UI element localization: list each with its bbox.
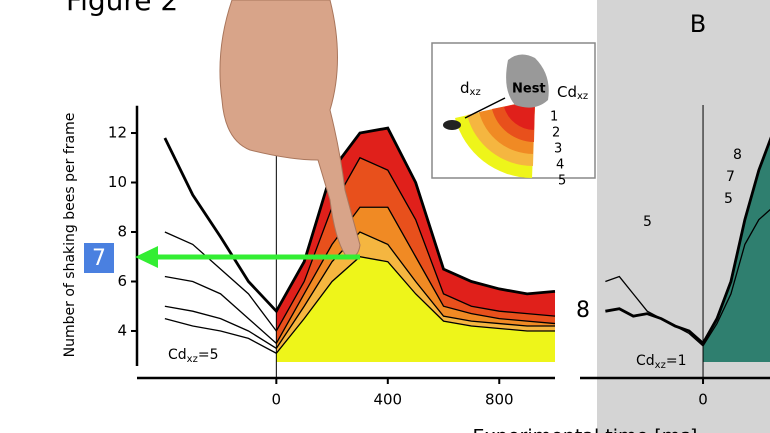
inset-distance: dxz [460,79,481,99]
inset-contact-sub: xz [577,91,588,102]
panel-b: 0 5 8 7 5 8 Cdxz=1 [576,105,770,409]
line [164,206,556,345]
annotation-rest: =1 [666,353,687,369]
figure-title: Figure 2 [66,0,178,17]
inset-distance-sub: xz [470,87,481,98]
annotation-rest: =5 [198,347,219,363]
annotation: 5 [643,214,652,230]
annotation: 8 [733,147,742,163]
x-tick-label: 0 [698,391,708,409]
inset-level: 1 [550,110,558,125]
annotation-text: Cd [636,353,655,369]
inset-contact-text: Cd [557,83,577,101]
bee [443,120,461,130]
nest [506,54,549,108]
annotation-sub: xz [187,354,198,365]
inset-nest: Nest [512,82,546,97]
inset-level: 5 [558,174,566,189]
highlight-box [84,243,114,273]
annotation-sub: xz [655,360,666,371]
inset-level: 2 [552,126,560,141]
area [703,140,770,362]
line [605,208,770,347]
annotation-text: Cd [168,347,187,363]
x-tick-label: 0 [272,391,282,409]
inset-level: 4 [556,158,564,173]
line [605,136,770,346]
y-axis-label: Number of shaking bees per frame [62,113,78,358]
line [163,126,556,314]
highlight-arrow-head [135,246,158,268]
inset-level: 3 [554,142,562,157]
annotation: Cdxz=5 [168,347,218,365]
x-tick-label: 400 [373,391,402,409]
annotation: 5 [724,191,733,207]
line [164,156,556,333]
area [276,256,555,362]
distance-arrow [464,97,506,119]
y-tick-label: 4 [117,321,127,339]
y-tick-label: 8 [117,223,127,241]
panel-label: B [690,10,706,38]
hand-shape [219,0,361,258]
line [164,231,555,350]
y-tick-label: 10 [108,173,127,191]
annotation: 8 [576,298,590,323]
y-tick-label: 12 [108,124,127,142]
inset-contact: Cdxz [557,83,588,103]
x-tick-label: 800 [485,391,514,409]
inset-distance-text: d [460,79,470,97]
highlight-label: 7 [92,246,106,271]
x-axis-label: Experimental time [ms] [473,426,698,433]
y-tick-label: 6 [117,272,127,290]
annotation: 7 [726,169,735,185]
annotation: Cdxz=1 [636,353,686,371]
pointing-hand [219,0,361,258]
